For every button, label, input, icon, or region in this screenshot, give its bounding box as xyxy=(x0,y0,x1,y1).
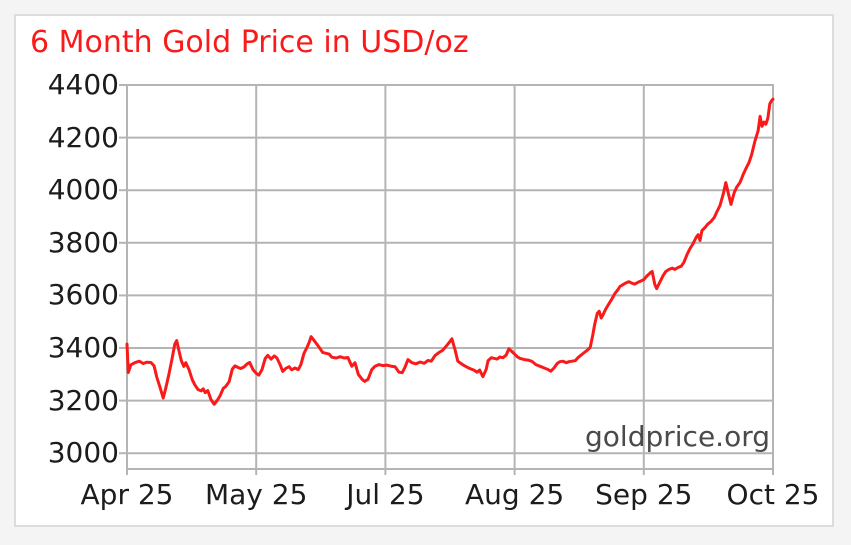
x-axis-label: Aug 25 xyxy=(464,478,565,511)
x-axis-label: Oct 25 xyxy=(726,478,820,511)
y-axis-label: 4000 xyxy=(47,173,119,207)
y-axis-label: 4200 xyxy=(47,120,119,154)
y-axis-label: 3600 xyxy=(47,278,119,312)
y-axis-label: 3400 xyxy=(47,331,119,364)
y-axis-label: 3800 xyxy=(47,225,119,259)
y-axis-label: 3200 xyxy=(47,383,119,417)
y-axis-label: 3000 xyxy=(47,436,119,470)
x-axis-label: Jul 25 xyxy=(346,478,425,511)
gridlines xyxy=(119,84,774,475)
watermark: goldprice.org xyxy=(585,420,770,453)
chart-title: 6 Month Gold Price in USD/oz xyxy=(30,25,469,60)
y-axis-label: 4400 xyxy=(47,68,119,101)
price-line xyxy=(125,97,775,406)
plot-border xyxy=(126,84,774,470)
chart-panel xyxy=(14,14,834,527)
x-axis-label: Apr 25 xyxy=(80,478,174,511)
x-axis-label: May 25 xyxy=(204,478,308,511)
x-axis-label: Sep 25 xyxy=(595,478,693,511)
